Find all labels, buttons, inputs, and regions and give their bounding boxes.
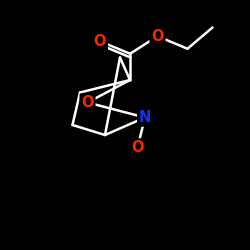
Text: O: O: [94, 34, 106, 49]
Text: N: N: [139, 110, 151, 125]
Text: O: O: [81, 95, 94, 110]
Text: O: O: [131, 140, 144, 155]
Text: O: O: [151, 29, 164, 44]
